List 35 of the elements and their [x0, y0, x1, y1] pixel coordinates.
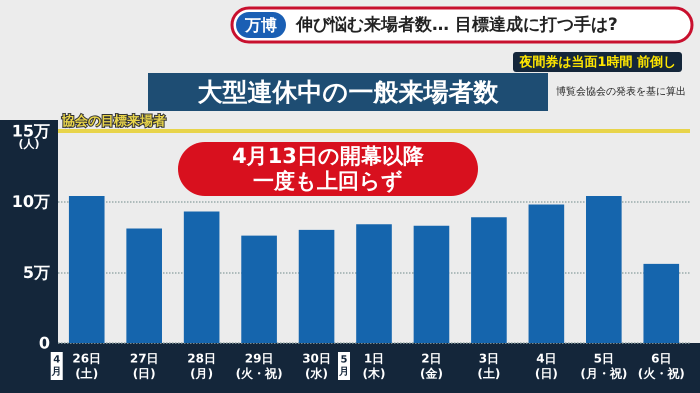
x-tick-label: 29日(火・祝)	[236, 352, 283, 380]
bar	[68, 196, 105, 343]
y-tick-label: 5万	[22, 262, 50, 282]
text: 万博	[244, 16, 277, 34]
bar	[241, 236, 277, 343]
bar	[184, 212, 220, 343]
bar	[586, 196, 622, 343]
x-tick-label: 2日(金)	[420, 352, 443, 380]
text: 夜間券は当面1時間 前倒し	[513, 52, 682, 72]
bar	[643, 264, 680, 343]
x-tick-label: 26日(土)	[72, 352, 102, 380]
x-tick-label: 5日(月・祝)	[580, 352, 628, 380]
y-tick-label: 10万	[12, 192, 50, 212]
x-tick-label: 28日(月)	[187, 352, 216, 380]
x-tick-label: 1日(木)	[362, 352, 386, 380]
bar	[471, 217, 507, 343]
x-tick-label: 4日(日)	[534, 352, 558, 380]
text: 博覧会協会の発表を基に算出	[556, 86, 686, 98]
text: 5月	[338, 354, 349, 378]
text: 伸び悩む来場者数… 目標達成に打つ手は?	[295, 15, 618, 35]
x-tick-label: 6日(火・祝)	[638, 352, 685, 380]
chart-title: 大型連休中の一般来場者数	[198, 78, 500, 106]
bar	[126, 228, 162, 343]
bar	[414, 226, 450, 343]
ref-line-label: 協会の目標来場者	[61, 114, 166, 129]
y-tick-label: 0	[38, 334, 50, 352]
bar	[528, 204, 564, 343]
y-axis-title: (人)	[18, 138, 40, 150]
x-tick-label: 3日(土)	[477, 352, 500, 380]
annotation: 4月13日の開幕以降一度も上回らず	[231, 144, 425, 194]
x-tick-label: 27日(日)	[130, 352, 159, 380]
bar	[298, 230, 334, 343]
x-tick-label: 30日(水)	[302, 352, 331, 380]
text: 4月	[50, 354, 62, 378]
bar	[356, 224, 392, 343]
